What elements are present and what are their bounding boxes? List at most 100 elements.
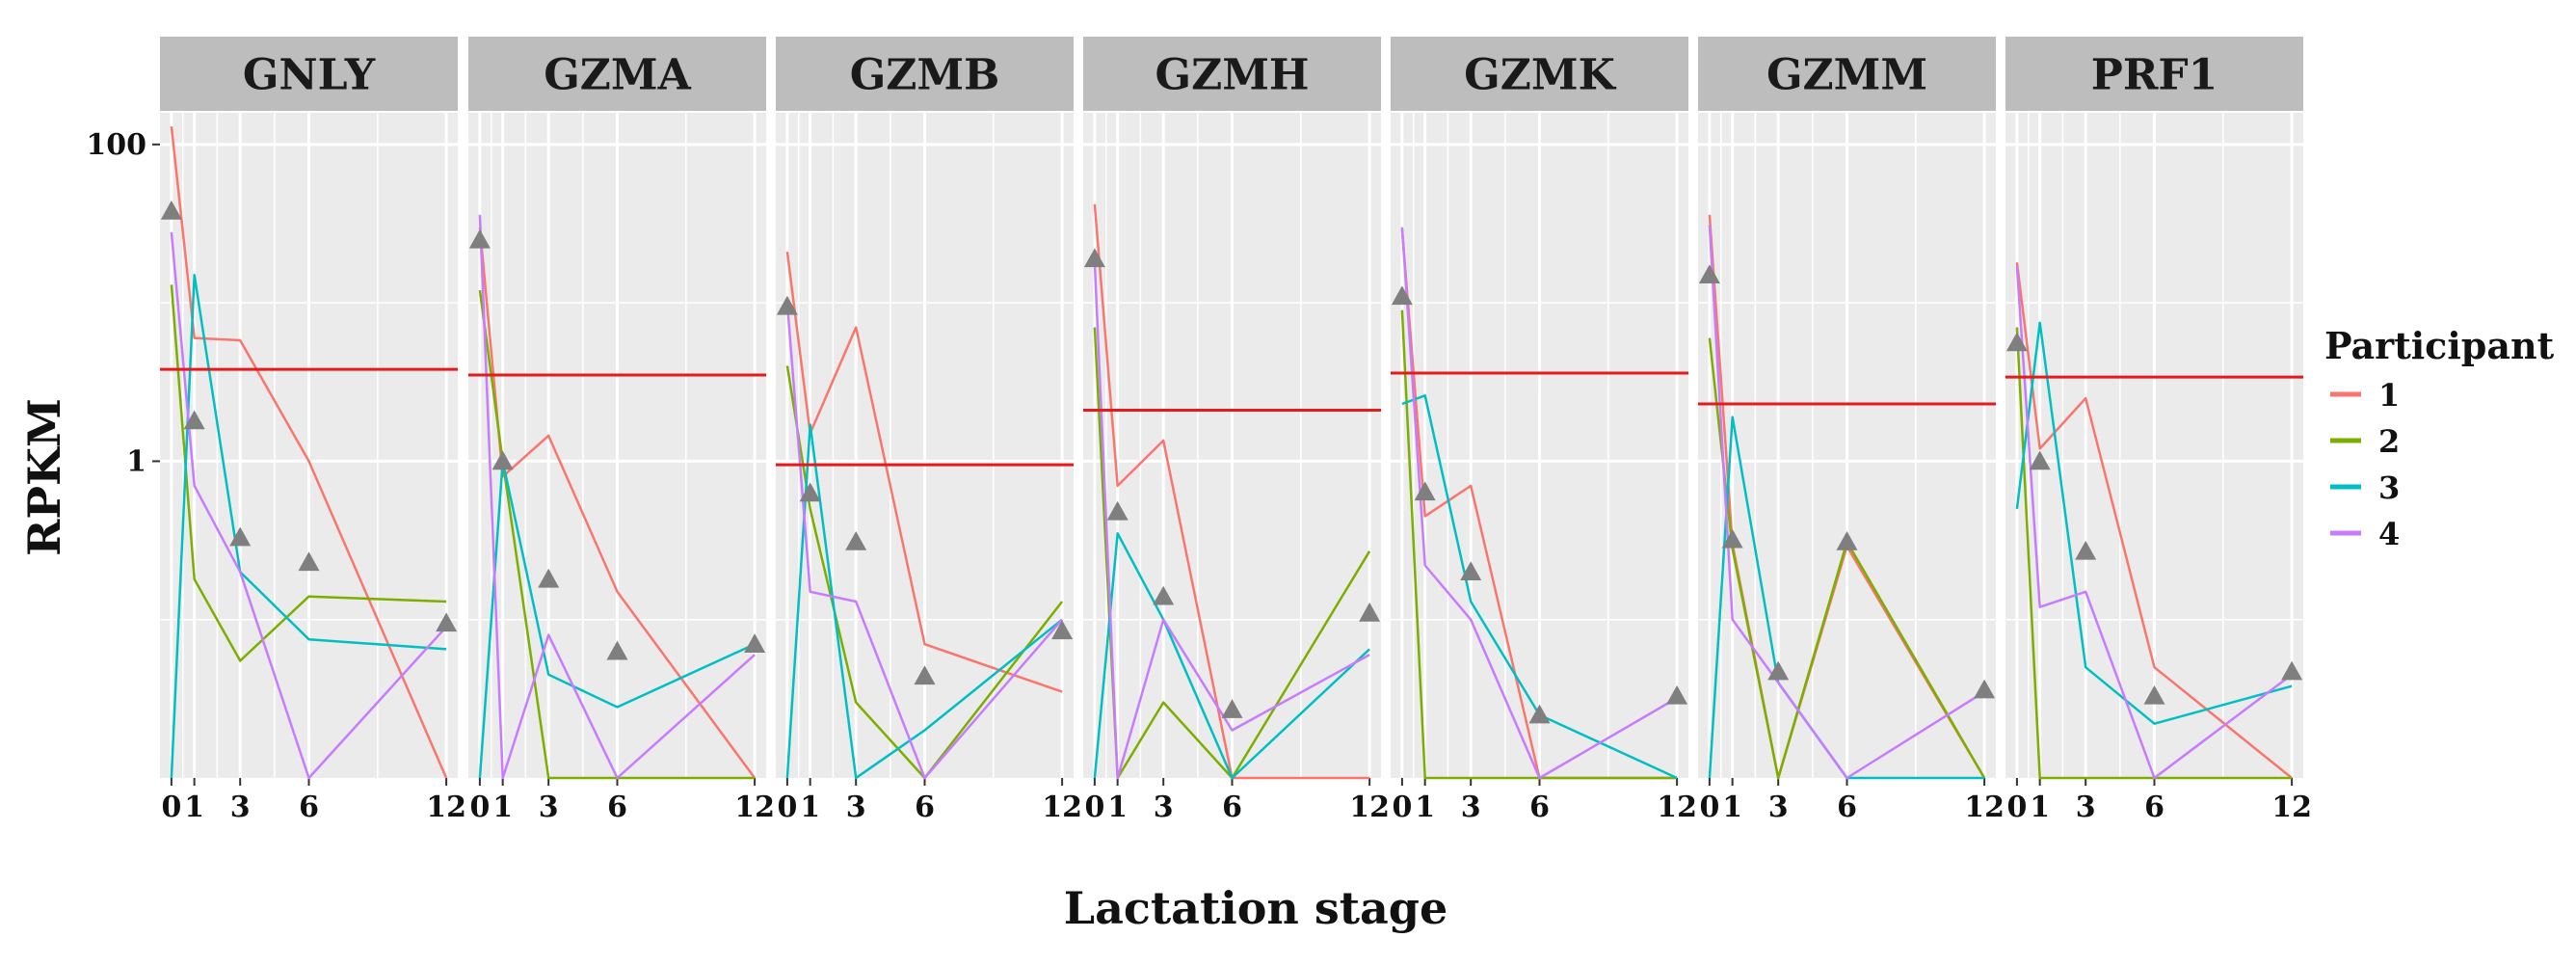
series-line-participant-1 — [1093, 203, 1370, 780]
legend-label: 3 — [2378, 469, 2400, 506]
x-tick-label: 0 — [1084, 791, 1104, 824]
legend-item-2: 2 — [2330, 423, 2400, 460]
mean-triangle-marker — [1721, 528, 1743, 549]
mean-triangle-marker — [468, 228, 491, 249]
mean-triangle-marker — [2005, 332, 2028, 352]
series-line-participant-1 — [478, 227, 757, 779]
series-line-participant-4 — [785, 303, 1064, 780]
x-tick-label: 3 — [846, 791, 866, 824]
facet-strip-label: GZMA — [544, 51, 691, 100]
mean-triangle-marker — [744, 633, 766, 653]
mean-triangle-marker — [1359, 602, 1381, 622]
mean-triangle-marker — [538, 568, 560, 588]
facet-strip — [1698, 37, 1996, 111]
legend-item-4: 4 — [2330, 516, 2400, 552]
series-line-participant-2 — [1400, 309, 1678, 780]
x-tick-label: 6 — [2144, 791, 2164, 824]
x-tick-label: 3 — [2076, 791, 2096, 824]
mean-triangle-marker — [776, 295, 798, 315]
x-tick-label: 0 — [777, 791, 797, 824]
x-tick-label: 3 — [1154, 791, 1174, 824]
x-tick-label: 3 — [230, 791, 251, 824]
x-tick-label: 3 — [1768, 791, 1789, 824]
mean-triangle-marker — [914, 665, 936, 685]
facet-panel-gzmh: GZMH 0 1 3 6 12 — [1083, 37, 1390, 824]
mean-triangle-marker — [2281, 660, 2303, 681]
facet-panel-gzma: GZMA 0 1 3 6 12 — [468, 37, 775, 824]
series-line-participant-4 — [2015, 266, 2293, 780]
mean-triangle-marker — [2029, 450, 2051, 470]
mean-triangle-marker — [1460, 561, 1482, 581]
legend-item-1: 1 — [2330, 377, 2400, 414]
facet-strip-label: PRF1 — [2091, 51, 2218, 100]
x-tick-label: 3 — [1461, 791, 1481, 824]
x-tick-label: 1 — [1722, 791, 1742, 824]
mean-triangle-marker — [1414, 481, 1436, 501]
mean-triangle-marker — [1666, 684, 1688, 705]
mean-triangle-marker — [1974, 679, 1996, 699]
facet-strip-label: GZMB — [850, 51, 1000, 100]
mean-triangle-marker — [1106, 500, 1129, 521]
x-tick-label: 6 — [1222, 791, 1242, 824]
legend-label: 2 — [2378, 423, 2400, 460]
x-tick-label: 1 — [184, 791, 204, 824]
facet-strip-label: GZMH — [1155, 51, 1310, 100]
x-tick-label: 12 — [734, 791, 775, 824]
facet-strip — [160, 37, 458, 111]
x-tick-label: 6 — [1529, 791, 1550, 824]
facet-strip — [2005, 37, 2303, 111]
mean-triangle-marker — [436, 612, 458, 632]
series-line-participant-1 — [170, 125, 448, 779]
facet-strip-label: GZMK — [1464, 51, 1616, 100]
x-tick-label: 1 — [800, 791, 820, 824]
mean-triangle-marker — [1698, 264, 1720, 284]
mean-triangle-marker — [1083, 248, 1105, 268]
x-tick-label: 1 — [1415, 791, 1435, 824]
mean-triangle-marker — [298, 551, 320, 572]
x-tick-label: 1 — [492, 791, 513, 824]
facet-panel-gzmk: GZMK 0 1 3 6 12 — [1391, 37, 1697, 824]
x-tick-label: 1 — [1107, 791, 1128, 824]
mean-triangle-marker — [1767, 660, 1790, 681]
mean-triangle-marker — [1836, 530, 1858, 550]
facet-strip — [468, 37, 766, 111]
series-line-participant-4 — [1400, 227, 1678, 780]
mean-triangle-marker — [1153, 585, 1175, 605]
series-line-participant-4 — [170, 231, 448, 780]
series-line-participant-2 — [785, 365, 1064, 780]
mean-triangle-marker — [845, 530, 867, 550]
mean-triangle-marker — [160, 200, 182, 220]
x-tick-label: 12 — [1964, 791, 2005, 824]
series-line-participant-4 — [1093, 262, 1370, 780]
facet-panel-gzmb: GZMB 0 1 3 6 12 — [776, 37, 1082, 824]
x-tick-label: 12 — [426, 791, 466, 824]
mean-triangle-marker — [1391, 285, 1413, 306]
series-line-participant-2 — [2015, 327, 2293, 780]
y-axis: 100 1 — [86, 128, 160, 478]
x-tick-label: 6 — [915, 791, 935, 824]
mean-triangle-marker — [1221, 699, 1243, 718]
x-tick-label: 0 — [2006, 791, 2027, 824]
x-tick-label: 0 — [1699, 791, 1719, 824]
facet-panel-gzmm: GZMM 0 1 3 6 12 — [1698, 37, 2005, 824]
x-tick-label: 0 — [161, 791, 181, 824]
mean-triangle-marker — [2075, 540, 2097, 560]
legend: Participant 1 2 3 4 — [2324, 324, 2555, 552]
x-tick-label: 12 — [2271, 791, 2312, 824]
legend-item-3: 3 — [2330, 469, 2400, 506]
x-tick-label: 12 — [1657, 791, 1697, 824]
facet-strip — [1391, 37, 1688, 111]
y-axis-title: RPKM — [18, 398, 70, 556]
x-axis-title: Lactation stage — [1064, 882, 1447, 934]
facet-panel-gnly: GNLY 0 1 3 6 12 — [160, 37, 466, 824]
series-line-participant-3 — [1401, 394, 1678, 780]
mean-triangle-marker — [183, 410, 205, 430]
x-tick-label: 12 — [1349, 791, 1390, 824]
series-line-participant-2 — [478, 289, 756, 780]
series-line-participant-3 — [785, 423, 1063, 780]
x-tick-label: 12 — [1042, 791, 1082, 824]
series-line-participant-1 — [785, 252, 1063, 693]
legend-label: 1 — [2378, 377, 2400, 414]
facet-strip-label: GZMM — [1766, 51, 1927, 100]
